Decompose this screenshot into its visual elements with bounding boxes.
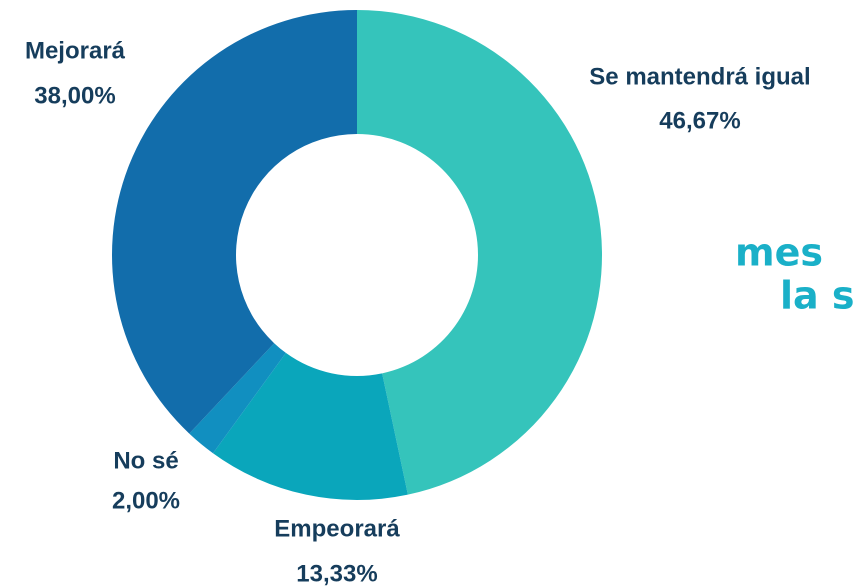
annotation: mes [735, 231, 823, 275]
slice [112, 10, 357, 434]
value-label: 13,33% [296, 560, 377, 587]
slice-label: No sé [113, 447, 178, 474]
value-label: 38,00% [34, 82, 115, 109]
value-label: 2,00% [112, 487, 180, 514]
slice [189, 343, 286, 454]
slice-label: Mejorará [25, 37, 126, 64]
slice-label: Se mantendrá igual [589, 63, 810, 90]
value-label: 46,67% [659, 107, 740, 134]
annotation: la s [780, 274, 855, 318]
slice [357, 10, 603, 495]
slice [212, 352, 408, 500]
slice-label: Empeorará [274, 515, 400, 542]
